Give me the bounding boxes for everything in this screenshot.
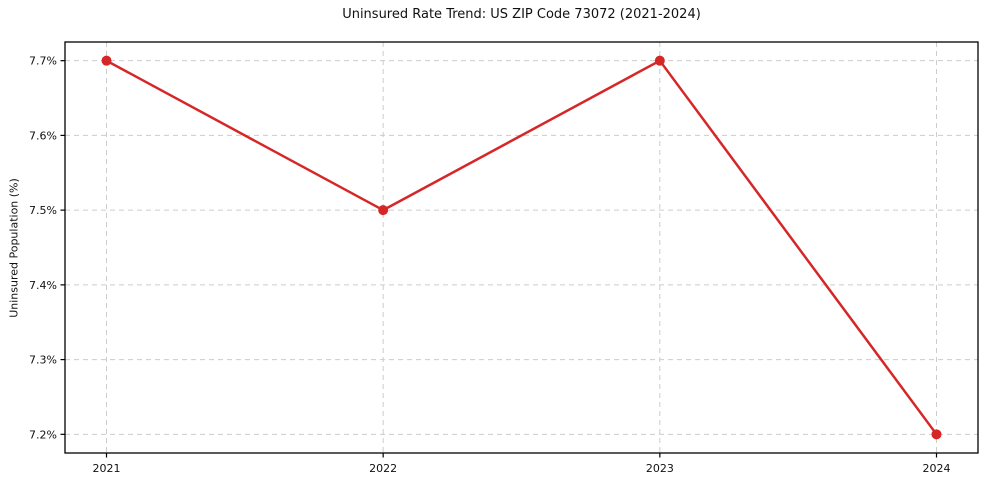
chart-title: Uninsured Rate Trend: US ZIP Code 73072 … (342, 7, 701, 22)
x-tick-label: 2023 (646, 462, 674, 475)
data-point-marker (101, 55, 112, 66)
data-point-marker (931, 429, 942, 440)
y-tick-label: 7.5% (29, 204, 57, 217)
y-tick-label: 7.6% (29, 129, 57, 142)
y-tick-label: 7.2% (29, 428, 57, 441)
x-tick-label: 2024 (923, 462, 951, 475)
x-tick-label: 2021 (93, 462, 121, 475)
y-tick-label: 7.4% (29, 279, 57, 292)
axis-frame (64, 41, 979, 454)
y-tick-label: 7.7% (29, 55, 57, 68)
data-point-marker (654, 55, 665, 66)
data-point-marker (378, 205, 389, 216)
trend-line (105, 59, 938, 436)
x-tick-label: 2022 (369, 462, 397, 475)
y-tick-label: 7.3% (29, 354, 57, 367)
y-axis-label: Uninsured Population (%) (7, 178, 21, 318)
